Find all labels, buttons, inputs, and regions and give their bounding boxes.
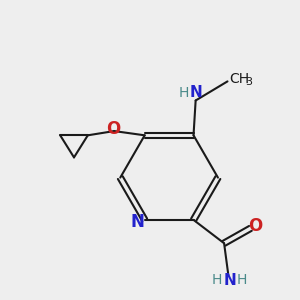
Text: N: N — [190, 85, 203, 100]
Text: 3: 3 — [245, 77, 252, 87]
Text: N: N — [223, 273, 236, 288]
Text: H: H — [237, 273, 247, 287]
Text: CH: CH — [230, 72, 250, 86]
Text: O: O — [106, 120, 120, 138]
Text: H: H — [178, 86, 189, 100]
Text: O: O — [248, 217, 262, 235]
Text: H: H — [211, 273, 222, 287]
Text: N: N — [130, 213, 144, 231]
